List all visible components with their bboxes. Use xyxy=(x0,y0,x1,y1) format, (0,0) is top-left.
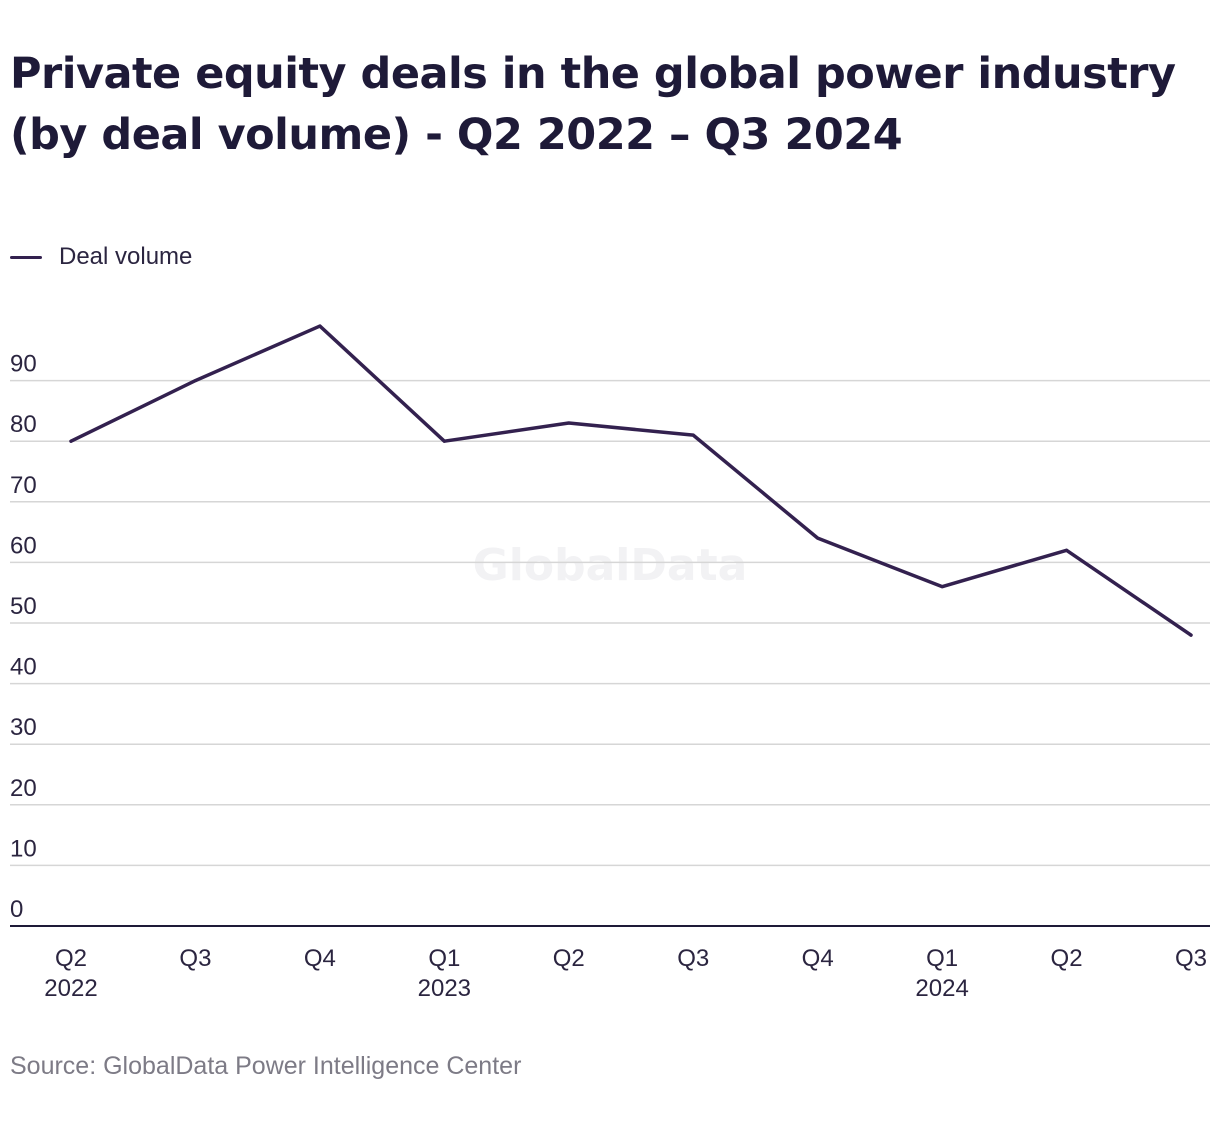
x-tick-label: Q4 xyxy=(802,945,834,972)
chart-title: Private equity deals in the global power… xyxy=(10,49,1176,160)
x-tick-label: Q2 2022 xyxy=(44,945,97,1002)
x-tick-label: Q1 2024 xyxy=(915,945,968,1002)
source-note: Source: GlobalData Power Intelligence Ce… xyxy=(10,1052,522,1080)
x-axis-ticks: Q2 2022 Q3 Q4 Q1 2023 Q2 Q3 Q4 Q1 2024 Q2 Q3 xyxy=(44,945,1207,1002)
data-point xyxy=(318,324,322,328)
y-tick-label: 60 xyxy=(10,532,37,559)
y-axis-ticks: 0 10 20 30 40 50 60 70 80 90 xyxy=(10,351,37,923)
y-tick-label: 90 xyxy=(10,351,37,378)
data-point xyxy=(691,433,695,437)
legend: Deal volume xyxy=(10,242,192,272)
data-point xyxy=(1065,548,1069,552)
y-tick-label: 10 xyxy=(10,835,37,862)
legend-swatch xyxy=(10,255,42,259)
data-point xyxy=(69,439,73,443)
y-tick-label: 30 xyxy=(10,714,37,741)
y-tick-label: 50 xyxy=(10,593,37,620)
data-point xyxy=(442,439,446,443)
y-tick-label: 20 xyxy=(10,775,37,802)
data-point xyxy=(567,421,571,425)
x-tick-label: Q3 xyxy=(1175,945,1207,972)
y-tick-label: 70 xyxy=(10,472,37,499)
data-point xyxy=(816,536,820,540)
y-tick-label: 40 xyxy=(10,654,37,681)
watermark: GlobalData xyxy=(473,540,748,591)
x-tick-label: Q3 xyxy=(179,945,211,972)
x-tick-label: Q1 2023 xyxy=(418,945,471,1002)
data-point xyxy=(193,379,197,383)
data-point xyxy=(1189,633,1193,637)
x-tick-label: Q2 xyxy=(1051,945,1083,972)
data-point xyxy=(940,585,944,589)
series-line-deal-volume xyxy=(69,324,1193,637)
gridlines xyxy=(10,379,1210,867)
x-tick-label: Q3 xyxy=(677,945,709,972)
x-tick-label: Q2 xyxy=(553,945,585,972)
y-tick-label: 80 xyxy=(10,411,37,438)
x-tick-label: Q4 xyxy=(304,945,336,972)
y-tick-label: 0 xyxy=(10,896,23,923)
legend-label: Deal volume xyxy=(59,243,193,270)
